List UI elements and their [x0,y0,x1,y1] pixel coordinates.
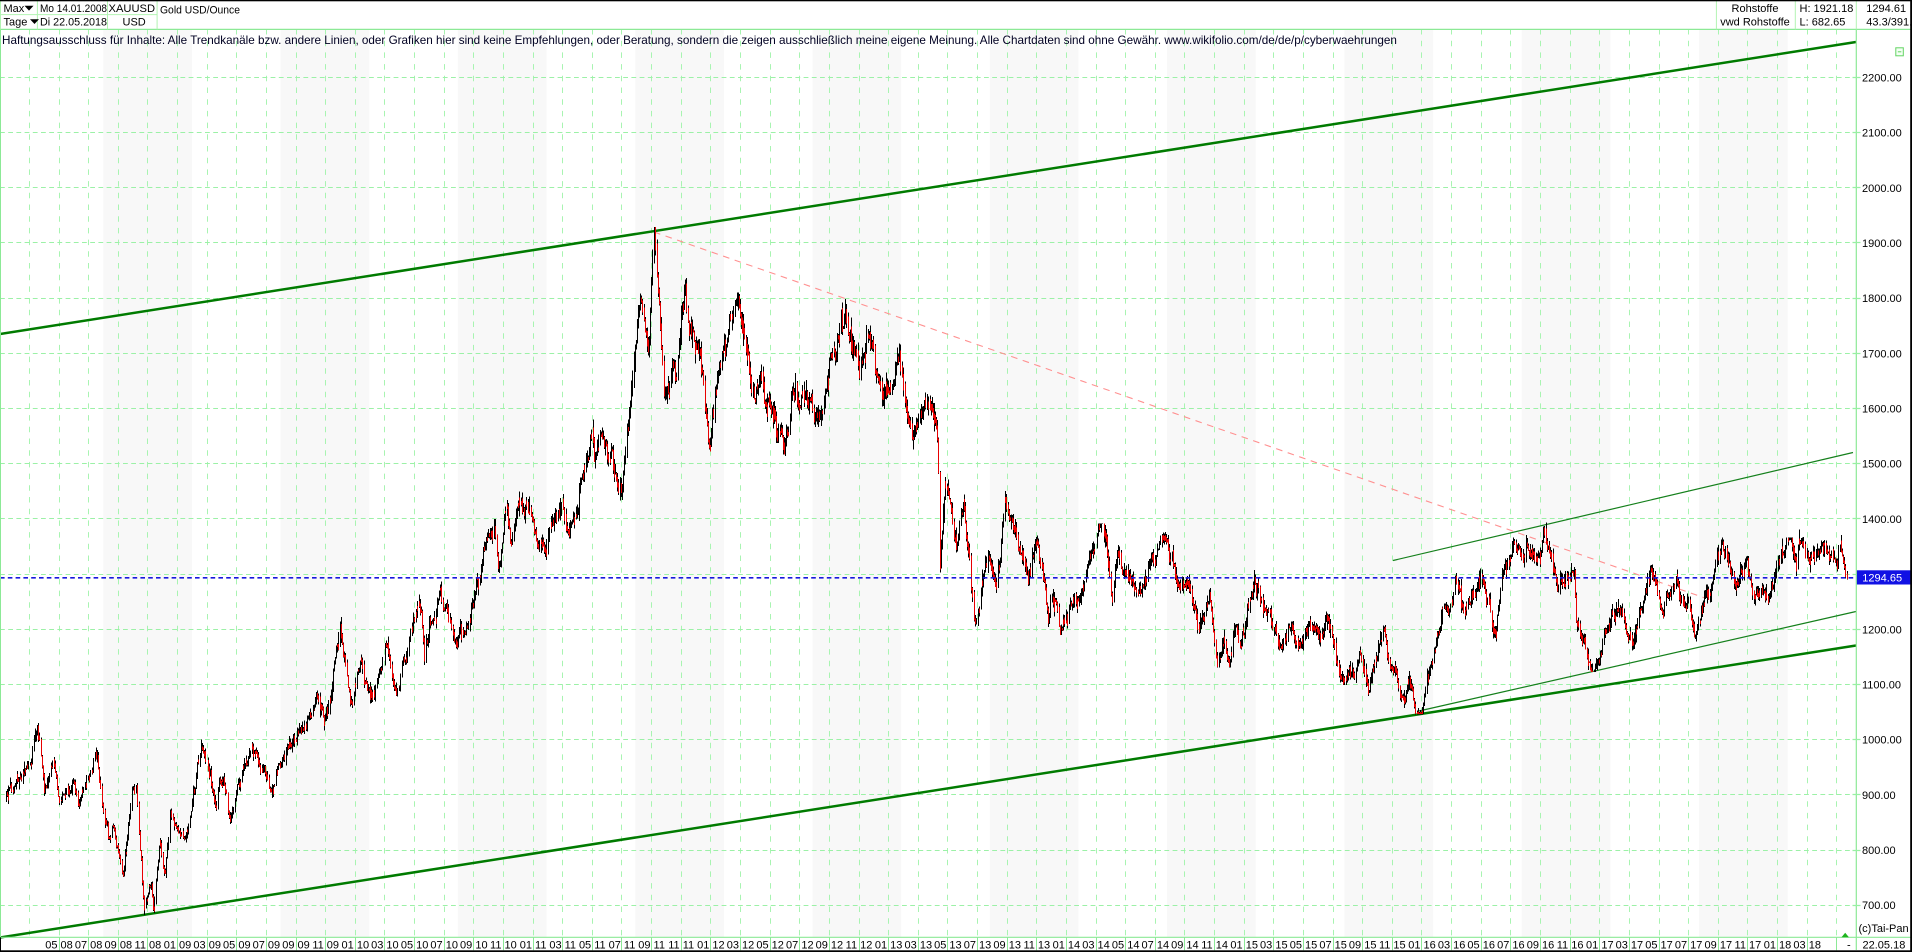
svg-text:03 11: 03 11 [549,940,576,952]
svg-text:01 10: 01 10 [342,940,370,952]
svg-text:01 12: 01 12 [697,940,725,952]
svg-text:1294.61: 1294.61 [1866,3,1906,15]
svg-text:09 17: 09 17 [1705,940,1733,952]
svg-text:1900.00: 1900.00 [1862,238,1902,250]
svg-text:1400.00: 1400.00 [1862,514,1902,526]
svg-text:1800.00: 1800.00 [1862,293,1902,305]
svg-text:01 11: 01 11 [520,940,547,952]
svg-text:05 08: 05 08 [45,940,73,952]
svg-text:03 16: 03 16 [1438,940,1466,952]
svg-text:03 14: 03 14 [1082,940,1110,952]
svg-text:07 17: 07 17 [1675,940,1703,952]
svg-text:Di 22.05.2018: Di 22.05.2018 [40,16,107,28]
svg-text:07 11: 07 11 [609,940,636,952]
svg-text:03 09: 03 09 [193,940,221,952]
svg-text:11 10: 11 10 [490,940,517,952]
svg-text:09 10: 09 10 [460,940,488,952]
svg-text:1200.00: 1200.00 [1862,624,1902,636]
svg-text:900.00: 900.00 [1862,790,1896,802]
svg-text:Haftungsausschluss für Inhalte: Haftungsausschluss für Inhalte: Alle Tre… [2,34,1397,47]
svg-text:01 13: 01 13 [875,940,903,952]
svg-text:2200.00: 2200.00 [1862,72,1902,84]
svg-text:H: 1921.18: H: 1921.18 [1800,3,1854,15]
svg-text:03 18: 03 18 [1793,940,1821,952]
svg-text:05 15: 05 15 [1290,940,1318,952]
svg-text:Tage: Tage [4,16,28,28]
svg-text:09 08: 09 08 [105,940,133,952]
svg-text:01 18: 01 18 [1764,940,1792,952]
svg-text:09 09: 09 09 [282,940,310,952]
svg-text:L: 682.65: L: 682.65 [1800,16,1846,28]
svg-text:05 12: 05 12 [756,940,784,952]
svg-text:11 15: 11 15 [1379,940,1406,952]
svg-text:Mo 14.01.2008: Mo 14.01.2008 [40,3,107,15]
svg-text:01 17: 01 17 [1586,940,1614,952]
svg-text:05 13: 05 13 [934,940,962,952]
svg-text:11 14: 11 14 [1201,940,1228,952]
svg-text:05 16: 05 16 [1467,940,1495,952]
svg-text:09 12: 09 12 [816,940,844,952]
svg-text:11 12: 11 12 [846,940,873,952]
svg-text:03 17: 03 17 [1616,940,1644,952]
svg-text:07 08: 07 08 [75,940,103,952]
svg-text:03 12: 03 12 [727,940,755,952]
svg-text:09 13: 09 13 [993,940,1021,952]
svg-text:2100.00: 2100.00 [1862,128,1902,140]
svg-text:05 17: 05 17 [1645,940,1673,952]
svg-text:(c)Tai-Pan: (c)Tai-Pan [1859,923,1909,935]
svg-text:USD: USD [123,16,146,28]
svg-text:01 14: 01 14 [1053,940,1081,952]
svg-text:07 14: 07 14 [1142,940,1170,952]
svg-text:Rohstoffe: Rohstoffe [1732,3,1779,15]
svg-text:07 12: 07 12 [786,940,814,952]
svg-text:03 13: 03 13 [905,940,933,952]
svg-text:01 09: 01 09 [164,940,192,952]
svg-text:11 09: 11 09 [312,940,339,952]
svg-text:07 13: 07 13 [964,940,992,952]
svg-text:07 10: 07 10 [430,940,458,952]
svg-text:Max: Max [4,3,25,15]
svg-text:05 14: 05 14 [1112,940,1140,952]
svg-text:01 16: 01 16 [1408,940,1436,952]
svg-text:07 16: 07 16 [1497,940,1525,952]
svg-text:22.05.18: 22.05.18 [1863,940,1906,952]
svg-text:05 11: 05 11 [579,940,606,952]
svg-text:1600.00: 1600.00 [1862,404,1902,416]
svg-text:700.00: 700.00 [1862,900,1896,912]
svg-text:07 09: 07 09 [253,940,281,952]
svg-text:05 09: 05 09 [223,940,251,952]
svg-text:11 11: 11 11 [668,940,694,952]
svg-text:-: - [1847,940,1851,952]
svg-text:800.00: 800.00 [1862,845,1896,857]
svg-text:Gold USD/Ounce: Gold USD/Ounce [160,5,240,17]
svg-text:2000.00: 2000.00 [1862,183,1902,195]
svg-text:11 13: 11 13 [1023,940,1050,952]
svg-text:07 15: 07 15 [1319,940,1347,952]
svg-text:03 15: 03 15 [1260,940,1288,952]
svg-text:43.3/391.0: 43.3/391.0 [1866,16,1912,28]
svg-text:1100.00: 1100.00 [1862,680,1901,692]
svg-text:09 15: 09 15 [1349,940,1377,952]
svg-text:1500.00: 1500.00 [1862,459,1902,471]
svg-text:01 15: 01 15 [1230,940,1258,952]
svg-text:11 08: 11 08 [135,940,162,952]
svg-text:03 10: 03 10 [371,940,399,952]
svg-text:1700.00: 1700.00 [1862,348,1902,360]
svg-text:vwd Rohstoffe: vwd Rohstoffe [1720,16,1790,28]
svg-text:11 16: 11 16 [1557,940,1584,952]
svg-text:09 16: 09 16 [1527,940,1555,952]
svg-text:1000.00: 1000.00 [1862,735,1902,747]
svg-text:XAUUSD: XAUUSD [109,3,156,15]
svg-text:11 17: 11 17 [1735,940,1762,952]
svg-text:1294.65: 1294.65 [1862,573,1902,585]
svg-text:09 14: 09 14 [1171,940,1199,952]
svg-text:05 10: 05 10 [401,940,429,952]
svg-text:09 11: 09 11 [638,940,665,952]
